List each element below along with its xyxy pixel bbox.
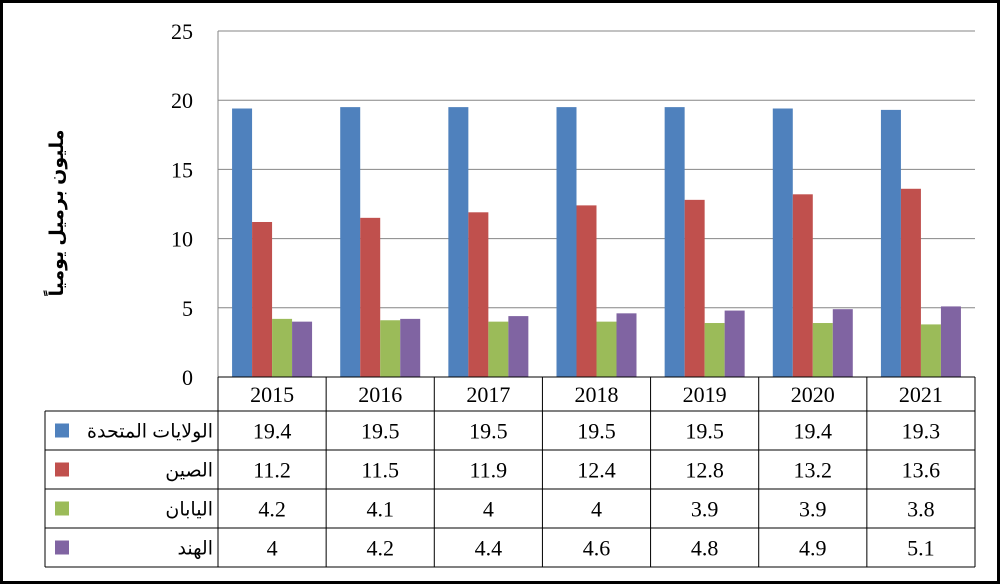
bar — [812, 323, 833, 377]
data-label: 4 — [591, 497, 602, 522]
data-table: 2015 2016 2017 2018 2019 2020 2021 الولايات الم… — [44, 376, 976, 568]
bar — [684, 199, 705, 377]
data-label: 12.8 — [685, 458, 724, 483]
y-tick-label: 25 — [171, 19, 193, 44]
bar — [488, 321, 509, 377]
bar — [468, 212, 489, 377]
data-label: 13.2 — [794, 458, 833, 483]
bar — [724, 310, 745, 377]
bar — [596, 321, 617, 377]
data-label: 11.9 — [470, 458, 508, 483]
bar — [664, 107, 685, 378]
bar — [792, 194, 813, 377]
x-tick-label: 2017 — [466, 382, 510, 407]
data-label: 4.8 — [691, 536, 719, 561]
y-tick-label: 10 — [171, 227, 193, 252]
axes: 0 5 10 15 20 25 — [171, 19, 219, 390]
x-tick-label: 2018 — [575, 382, 619, 407]
bar — [920, 324, 941, 377]
x-tick-label: 2019 — [683, 382, 727, 407]
bar — [448, 107, 469, 378]
data-label: 13.6 — [902, 458, 941, 483]
bar — [292, 321, 313, 377]
bar — [272, 318, 293, 377]
bar — [556, 107, 577, 378]
data-label: 4.2 — [258, 497, 286, 522]
bar — [380, 320, 401, 377]
data-label: 4 — [267, 536, 278, 561]
data-label: 19.4 — [794, 419, 833, 444]
y-tick-label: 15 — [171, 157, 193, 182]
bar — [832, 309, 853, 377]
bar — [252, 221, 273, 377]
bar-chart: 0 5 10 15 20 25 2015 2016 2017 2018 2019 2020 2021 ا… — [43, 19, 976, 568]
x-tick-label: 2016 — [358, 382, 402, 407]
bar — [880, 109, 901, 377]
x-tick-label: 2015 — [250, 382, 294, 407]
bar — [576, 205, 597, 377]
data-label: 19.5 — [577, 419, 616, 444]
bar — [704, 323, 725, 377]
data-label: 19.3 — [902, 419, 941, 444]
data-label: 4.1 — [366, 497, 394, 522]
data-label: 3.8 — [907, 497, 935, 522]
bar — [900, 188, 921, 377]
legend-label: الولايات المتحدة — [87, 422, 213, 443]
data-label: 4 — [483, 497, 494, 522]
bar — [360, 217, 381, 377]
legend-swatch — [55, 423, 69, 438]
data-label: 11.5 — [361, 458, 399, 483]
bar — [772, 108, 793, 377]
data-label: 4.6 — [583, 536, 611, 561]
y-axis-label: مليون برميل يومياً — [43, 129, 68, 296]
y-tick-label: 5 — [182, 296, 193, 321]
legend-swatch — [55, 540, 69, 555]
data-label: 19.5 — [685, 419, 724, 444]
bar — [940, 306, 961, 377]
data-label: 3.9 — [691, 497, 719, 522]
legend-label: الصين — [165, 461, 213, 482]
x-tick-label: 2020 — [791, 382, 835, 407]
data-label: 5.1 — [907, 536, 935, 561]
bar — [616, 313, 637, 377]
bar — [340, 107, 361, 378]
data-label: 19.4 — [253, 419, 292, 444]
legend-swatch — [55, 501, 69, 516]
y-tick-label: 20 — [171, 88, 193, 113]
bar — [400, 318, 421, 377]
legend-swatch — [55, 462, 69, 477]
bars — [232, 107, 961, 378]
x-tick-label: 2021 — [899, 382, 943, 407]
bar — [508, 316, 529, 377]
legend-label: الهند — [177, 539, 213, 560]
data-label: 4.4 — [475, 536, 503, 561]
y-tick-label: 0 — [182, 365, 193, 390]
bar — [232, 108, 253, 377]
data-label: 11.2 — [253, 458, 291, 483]
data-label: 19.5 — [469, 419, 508, 444]
data-label: 4.2 — [366, 536, 394, 561]
data-label: 3.9 — [799, 497, 827, 522]
legend-label: اليابان — [165, 500, 213, 521]
data-label: 19.5 — [361, 419, 400, 444]
data-label: 12.4 — [577, 458, 616, 483]
data-label: 4.9 — [799, 536, 827, 561]
